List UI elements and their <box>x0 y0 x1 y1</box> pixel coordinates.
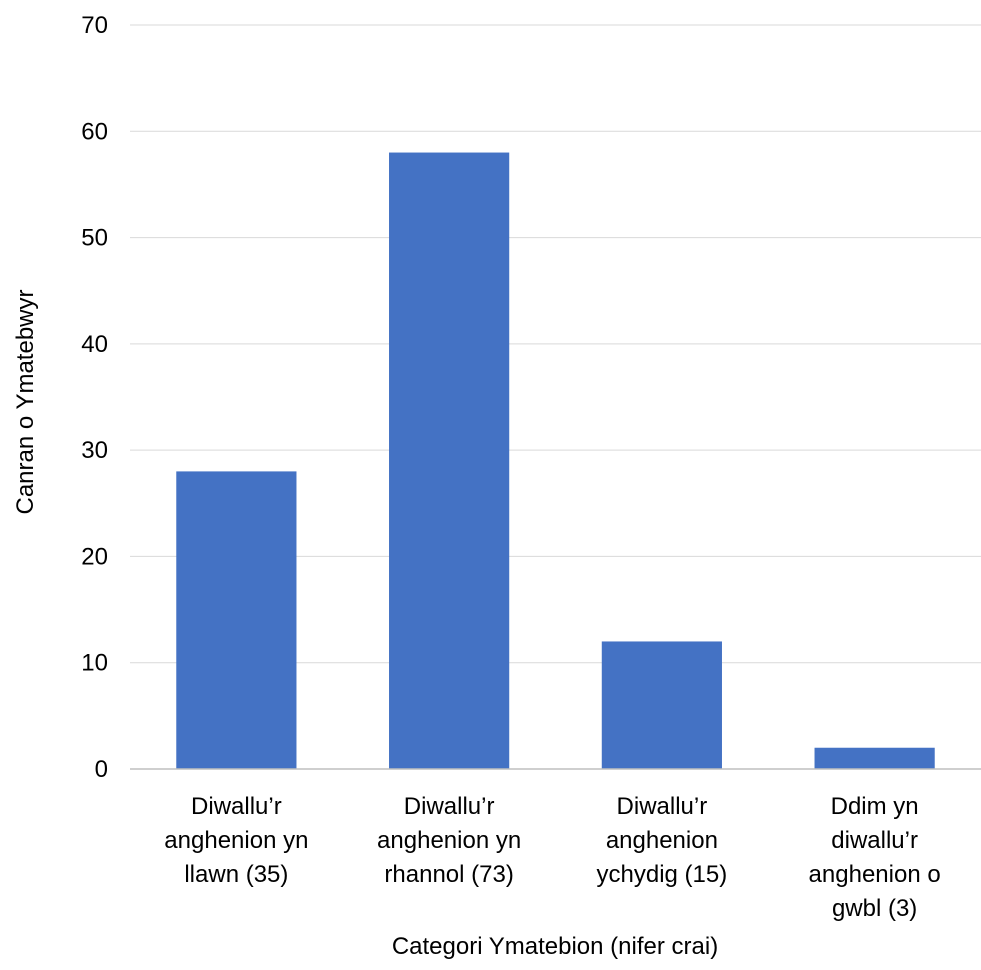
bars <box>176 152 935 770</box>
bar <box>389 152 510 770</box>
y-tick-label: 20 <box>81 543 108 570</box>
x-tick-label: Diwallu’r anghenion yn llawn (35) <box>164 793 308 888</box>
bar <box>176 471 297 769</box>
y-tick-label: 10 <box>81 650 108 677</box>
y-tick-label: 0 <box>95 756 108 783</box>
x-tick-label: Diwallu’r anghenion ychydig (15) <box>597 793 728 888</box>
bar <box>601 641 722 769</box>
y-tick-label: 50 <box>81 225 108 252</box>
y-tick-label: 40 <box>81 331 108 358</box>
x-axis-category-labels: Diwallu’r anghenion yn llawn (35) Diwallu’r… <box>164 793 940 922</box>
x-axis-title: Categori Ymatebion (nifer crai) <box>392 933 718 960</box>
x-tick-label: Diwallu’r anghenion yn rhannol (73) <box>377 793 521 888</box>
bar <box>814 747 935 769</box>
y-tick-label: 70 <box>81 12 108 39</box>
y-tick-label: 30 <box>81 437 108 464</box>
y-axis-title: Canran o Ymatebwyr <box>12 289 39 514</box>
y-tick-label: 60 <box>81 118 108 145</box>
x-tick-label: Ddim yn diwallu’r anghenion o gwbl (3) <box>809 793 941 922</box>
y-axis-ticks: 0 10 20 30 40 50 60 70 <box>81 12 108 783</box>
